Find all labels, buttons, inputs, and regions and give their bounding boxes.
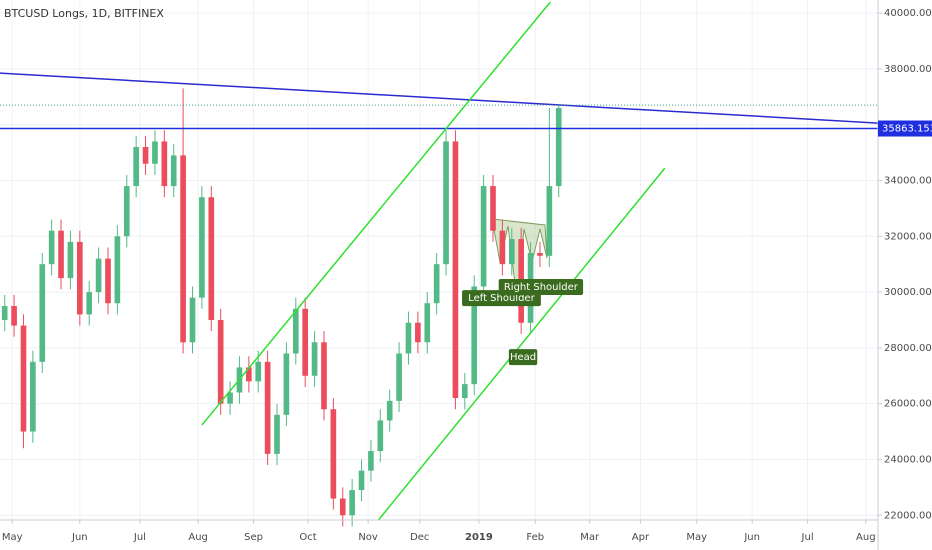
candle-body [123,186,130,237]
candle-body [142,147,149,164]
candle-body [321,342,327,410]
candle-body [537,253,543,256]
candle-body [77,241,83,315]
candle-body [264,361,271,454]
y-tick-label: 22000.0000 [884,510,932,521]
y-tick-label: 40000.0000 [884,8,932,19]
y-tick-label: 38000.0000 [884,64,932,75]
candle-body [499,230,506,265]
candle-body [508,239,515,265]
candle-body [114,236,121,304]
y-tick-label: 24000.0000 [884,454,932,465]
candle-body [67,241,74,279]
candle-body [311,342,318,376]
annotation-label: Left Shoulder [468,293,535,304]
candle-body [11,306,17,326]
price-label-box [878,120,932,137]
annotation-box [508,349,538,366]
candle-body [480,186,487,287]
candle-body [443,141,449,265]
candle-body [227,392,233,404]
candle-body [105,258,111,304]
y-tick-label: 30000.0000 [884,287,932,298]
candle-body [330,409,337,499]
candle-body [30,361,36,432]
candle-body [161,141,168,187]
candle-body [358,470,365,491]
x-tick-label: Feb [526,532,544,543]
candle-body [462,384,468,399]
candle-body [20,325,27,432]
candle-body [208,197,215,320]
candle-body [415,322,421,343]
candle-body [189,297,196,343]
candle-body [48,230,55,265]
candle-body [246,367,252,382]
y-tick-label: 32000.0000 [884,231,932,242]
candle-body [274,414,280,454]
x-tick-label: Jun [743,532,760,543]
candle-body [283,353,290,415]
candle-body [199,197,205,298]
drawing-line [0,72,879,124]
candle-body [180,155,186,343]
candle-body [170,155,177,187]
candle-body [133,147,139,187]
x-tick-label: May [686,532,707,543]
candle-body [339,498,346,516]
drawing-line [377,167,666,521]
candle-body [255,361,262,382]
x-tick-label: Jul [801,532,814,543]
y-tick-label: 34000.0000 [884,175,932,186]
candle-body [152,141,158,164]
drawing-line [201,1,551,426]
x-tick-label: 2019 [465,532,493,543]
x-tick-label: Oct [299,532,316,543]
y-tick-label: 28000.0000 [884,343,932,354]
candle-body [349,490,355,516]
candle-body [368,451,374,471]
candle-body [58,230,64,279]
candle-body [433,264,440,304]
candle-body [405,322,412,354]
annotation-label: Head [510,352,536,363]
chart-title: BTCUSD Longs, 1D, BITFINEX [4,7,164,20]
candle-body [471,286,478,385]
candle-body [292,308,299,354]
x-tick-label: Mar [580,532,600,543]
x-tick-label: Jul [133,532,146,543]
candle-body [546,186,553,256]
x-tick-label: Apr [632,532,650,543]
x-tick-label: Aug [856,532,876,543]
candle-body [424,303,431,343]
x-tick-label: Aug [188,532,208,543]
x-tick-label: Sep [244,532,263,543]
x-tick-label: Dec [410,532,429,543]
annotation-box [498,279,584,296]
candle-body [386,400,393,421]
candle-body [39,264,46,362]
candle-body [86,292,93,315]
annotation-label: Right Shoulder [504,282,579,293]
candle-body [452,141,459,399]
candle-body [95,258,102,293]
x-tick-label: Nov [358,532,378,543]
x-tick-label: Jun [71,532,88,543]
candle-body [302,308,309,376]
candle-body [396,353,402,401]
candle-body [555,107,562,187]
candle-body [377,420,384,452]
y-tick-label: 26000.0000 [884,399,932,410]
candle-body [217,319,224,404]
price-label: 35863.1531 [882,124,932,135]
candle-body [1,306,8,320]
candle-body [490,186,496,231]
x-tick-label: May [2,532,23,543]
